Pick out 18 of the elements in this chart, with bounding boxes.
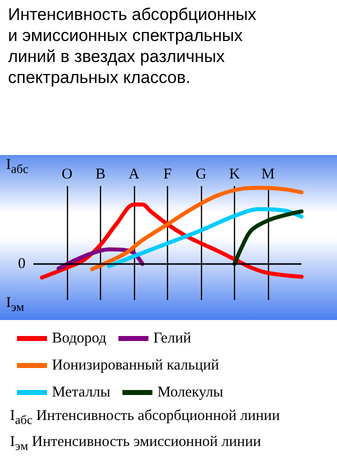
x-tick-label: A bbox=[128, 166, 140, 182]
x-tick-label: M bbox=[261, 166, 275, 182]
legend-label: Водород bbox=[52, 330, 107, 346]
legend-label: Ионизированный кальций bbox=[52, 358, 220, 374]
legend-label: Металлы bbox=[52, 384, 110, 400]
legend-label: Молекулы bbox=[157, 384, 224, 400]
text: I$_{эм}$ bbox=[6, 295, 24, 315]
legend-label: Гелий bbox=[153, 330, 192, 346]
x-tick-label: F bbox=[163, 166, 172, 182]
ref-line-label: 0 bbox=[18, 256, 26, 272]
x-tick-label: B bbox=[95, 166, 106, 182]
x-tick-label: K bbox=[229, 166, 240, 182]
x-tick-label: G bbox=[196, 166, 207, 182]
chart-title: Интенсивность абсорбционных и эмиссионных спектральных линий в звездах различных спектральных классов. bbox=[8, 4, 258, 88]
text: I$_{абс}$ Интенсивность абсорбционной линии bbox=[10, 408, 280, 428]
text: I$_{эм}$ Интенсивность эмиссионной линии bbox=[10, 434, 262, 454]
x-tick-label: O bbox=[62, 166, 73, 182]
text: I$_{абс}$ bbox=[6, 157, 28, 177]
